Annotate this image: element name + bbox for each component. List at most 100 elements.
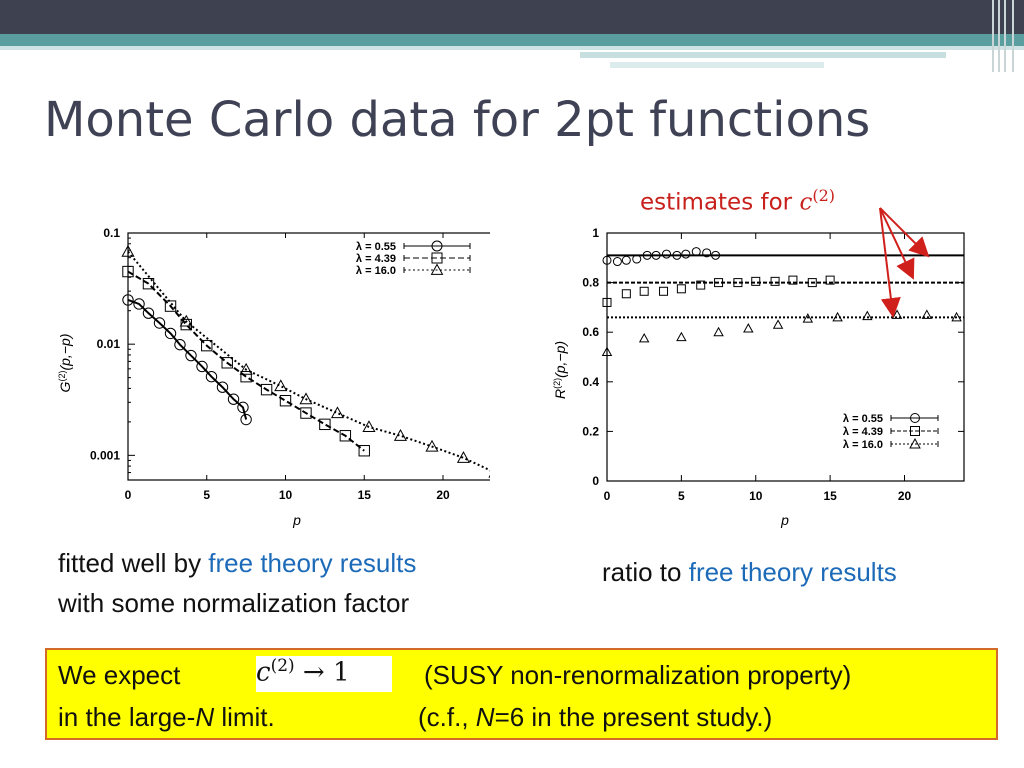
data-point [300,407,312,419]
data-point [638,332,650,343]
data-point [196,360,208,373]
legend-label: λ = 0.55 [843,413,883,425]
data-point [681,249,691,259]
data-point [221,357,233,369]
y-label-sup: (2) [57,371,67,382]
data-point [121,244,135,257]
plot-frame [127,232,490,481]
data-point [164,327,177,340]
legend-marker [910,426,920,436]
caption-highlight: free theory results [688,557,897,587]
data-point [642,250,652,260]
formula-sup: (2) [270,656,295,676]
x-tick-label: 20 [436,488,450,502]
data-point [240,370,252,383]
plot-frame [606,232,965,482]
data-point [122,294,134,306]
x-axis-label: p [292,512,301,528]
data-point [659,286,669,296]
data-point [788,275,798,285]
title-bar-teal [0,34,1024,46]
data-point [621,289,631,299]
caption-text: fitted well by [58,548,209,578]
annotation-label: estimates for c(2) [640,186,835,216]
caption-text: ratio to [602,557,689,587]
decor-strip [0,46,1024,50]
legend-label: λ = 16.0 [356,265,396,277]
y-label-args: (p,−p) [552,341,568,378]
x-tick-label: 20 [898,489,912,503]
expectation-box [45,648,998,740]
data-point [711,250,721,260]
data-point [733,278,743,288]
legend-marker [431,240,443,252]
data-point [714,278,724,288]
box-text: in the large- [58,702,196,732]
decor-strip [610,62,824,68]
data-point [164,300,177,312]
data-point [632,254,642,264]
x-tick-label: 0 [604,489,611,503]
data-point [862,310,873,321]
data-point [330,406,345,419]
data-point [662,249,671,259]
data-point [142,277,155,290]
x-tick-label: 0 [125,488,132,502]
data-point [921,309,933,319]
data-point [601,346,613,357]
data-point [621,255,631,265]
y-axis-label: G(2)(p,−p) [57,334,73,393]
data-point [951,311,962,322]
data-point [122,265,134,278]
formula-tail: → 1 [294,657,350,688]
data-point [832,311,843,322]
data-point [672,250,682,260]
slide-title: Monte Carlo data for 2pt functions [44,92,871,148]
data-point [362,420,376,433]
data-point [142,307,155,319]
data-point [201,339,213,352]
data-point [676,331,687,342]
y-label-g: G [57,381,73,392]
data-point [702,248,712,258]
x-tick-label: 15 [823,489,837,503]
data-point [602,297,612,307]
legend-marker [431,252,443,264]
legend-label: λ = 0.55 [356,241,396,253]
series-line-1 [127,270,365,452]
decor-vertical-lines [990,0,1020,72]
formula: c(2) → 1 [256,656,392,692]
y-tick-label: 0 [592,474,599,488]
annotation-symbol: c [799,189,813,216]
data-point [825,275,835,285]
y-tick-label: 0.2 [582,424,599,438]
data-point [802,313,814,323]
y-tick-label: 0.6 [582,325,599,339]
x-tick-label: 10 [279,488,293,502]
box-line1-suffix: (SUSY non-renormalization property) [424,660,852,690]
box-line2: in the large-N limit. [58,702,275,733]
y-label-sup: (2) [552,378,562,389]
data-point [240,413,252,426]
y-tick-label: 1 [592,226,599,240]
y-tick-label: 0.1 [103,226,120,240]
right-caption: ratio to free theory results [602,557,897,588]
box-text: =6 in the present study.) [494,702,773,732]
data-point [133,298,145,310]
chart-r2: 0 5 10 15 20 0 0.2 0.4 0.6 0.8 1 p R(2)(p,−p) λ = … [552,226,965,528]
data-point [299,392,313,405]
data-point [205,370,218,383]
data-point [743,323,754,333]
data-point [216,381,229,393]
legend-label: λ = 4.39 [843,426,883,438]
data-point [274,379,288,392]
data-point [339,430,352,442]
legend-marker [909,438,921,449]
data-point [696,280,706,290]
data-point [691,247,701,257]
data-point [358,445,370,457]
x-tick-label: 5 [203,488,210,502]
data-point [612,257,622,267]
y-label-r: R [552,389,568,399]
